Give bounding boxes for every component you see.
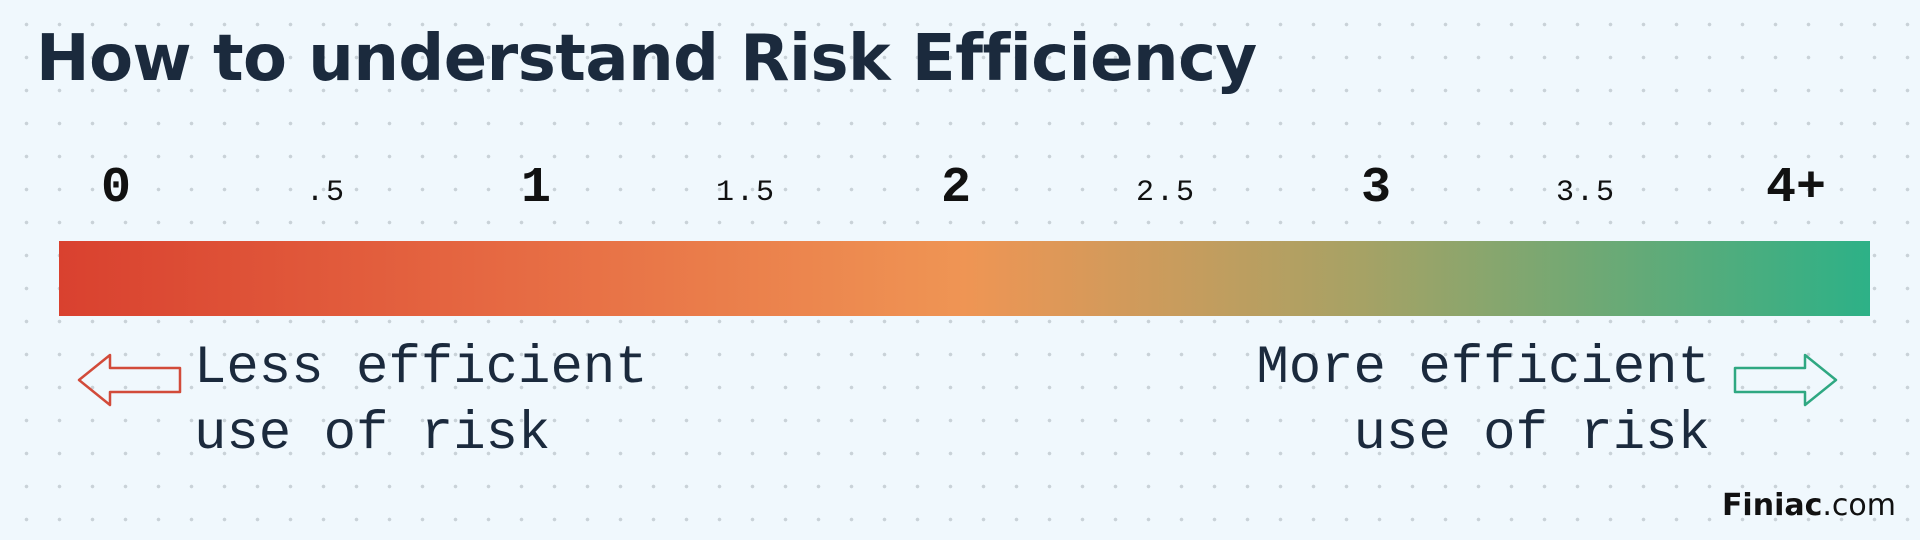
tick-label: 2 <box>940 160 972 217</box>
tick-label: 0 <box>100 160 132 217</box>
tick-label: 3.5 <box>1555 176 1617 210</box>
tick-label: .5 <box>305 176 347 210</box>
title: How to understand Risk Efficiency <box>36 22 1257 96</box>
tick-label: 3 <box>1360 160 1392 217</box>
caption-right: More efficient use of risk <box>1256 336 1710 468</box>
tick-label: 1.5 <box>715 176 777 210</box>
brand-suffix: .com <box>1822 488 1896 523</box>
brand-name: Finiac <box>1721 488 1823 523</box>
left-arrow <box>77 353 182 407</box>
right-arrow <box>1733 353 1838 407</box>
caption-line: use of risk <box>1353 404 1710 465</box>
caption-line: Less efficient <box>194 338 648 399</box>
gradient-bar <box>59 241 1870 316</box>
caption-left: Less efficient use of risk <box>194 336 648 468</box>
brand: Finiac.com <box>1722 488 1896 523</box>
tick-label: 2.5 <box>1135 176 1197 210</box>
tick-label: 1 <box>520 160 552 217</box>
caption-line: use of risk <box>194 404 551 465</box>
caption-line: More efficient <box>1256 338 1710 399</box>
tick-label: 4+ <box>1765 160 1827 217</box>
